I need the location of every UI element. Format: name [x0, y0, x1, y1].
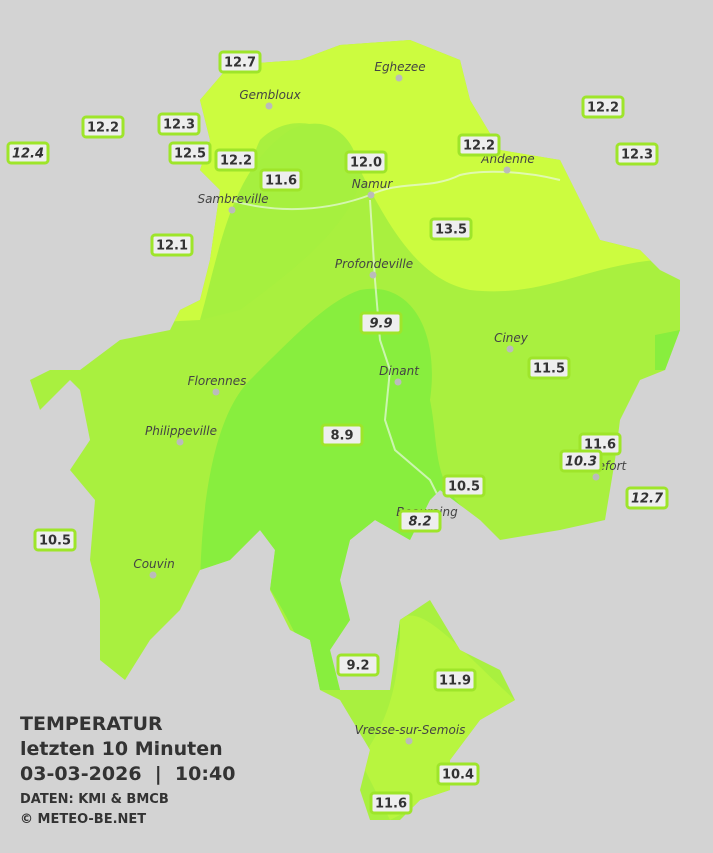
legend-copyright: © METEO-BE.NET	[20, 812, 146, 827]
city-dot	[265, 102, 273, 110]
station-value: 12.5	[174, 147, 206, 162]
station-value: 12.2	[587, 101, 619, 116]
station-value: 12.1	[156, 239, 188, 254]
station-box	[344, 150, 388, 174]
city-dot	[149, 571, 157, 579]
city-dot	[405, 737, 413, 745]
station-box	[214, 148, 258, 172]
station-box	[81, 115, 125, 139]
city-dot	[506, 345, 514, 353]
station-value: 9.2	[346, 659, 369, 674]
station-value: 12.2	[220, 154, 252, 169]
station-box	[457, 133, 501, 157]
legend-source: DATEN: KMI & BMCB	[20, 792, 169, 807]
station-box	[259, 168, 303, 192]
station-value: 12.2	[463, 139, 495, 154]
station-box	[336, 653, 380, 677]
station-value: 10.5	[39, 534, 71, 549]
city-dot	[503, 166, 511, 174]
city-label: Dinant	[379, 364, 420, 378]
station-value: 11.9	[439, 674, 471, 689]
station-value: 12.4	[12, 147, 44, 162]
city-label: Couvin	[133, 557, 174, 571]
station-value: 10.3	[565, 455, 597, 470]
station-value: 12.3	[163, 118, 195, 133]
city-label: Gembloux	[239, 88, 301, 102]
city-dot	[394, 378, 402, 386]
station-box	[442, 474, 486, 498]
city-dot	[212, 388, 220, 396]
city-label: Eghezee	[374, 60, 425, 74]
station-box	[429, 217, 473, 241]
city-dot	[592, 473, 600, 481]
station-box	[33, 528, 77, 552]
city-dot	[395, 74, 403, 82]
city-label: Profondeville	[335, 257, 413, 271]
station-value: 13.5	[435, 223, 467, 238]
station-box	[559, 449, 603, 473]
station-value: 11.6	[584, 438, 616, 453]
station-value: 12.0	[350, 156, 382, 171]
station-value: 10.5	[448, 480, 480, 495]
station-value: 11.6	[375, 797, 407, 812]
station-box	[436, 762, 480, 786]
legend-title: TEMPERATUR	[20, 713, 163, 735]
station-value: 11.5	[533, 362, 565, 377]
city-label: Sambreville	[197, 192, 268, 206]
station-box	[581, 95, 625, 119]
station-box	[369, 791, 413, 815]
station-value: 8.2	[408, 515, 431, 530]
station-value: 11.6	[265, 174, 297, 189]
station-box	[527, 356, 571, 380]
legend-subtitle: letzten 10 Minuten	[20, 738, 223, 760]
city-dot	[176, 438, 184, 446]
station-box	[359, 311, 403, 335]
city-label: Ciney	[494, 331, 529, 345]
station-box	[625, 486, 669, 510]
station-box	[168, 141, 212, 165]
station-value: 12.7	[631, 492, 664, 507]
city-dot	[228, 206, 236, 214]
station-value: 8.9	[330, 429, 353, 444]
city-label: Namur	[352, 177, 394, 191]
station-value: 10.4	[442, 768, 474, 783]
station-box	[320, 423, 364, 447]
legend-datetime: 03-03-2026 | 10:40	[20, 763, 235, 785]
station-value: 9.9	[369, 317, 392, 332]
city-dot	[367, 191, 375, 199]
station-value: 12.3	[621, 148, 653, 163]
city-label: Florennes	[188, 374, 247, 388]
station-box	[157, 112, 201, 136]
station-box	[433, 668, 477, 692]
station-box	[398, 509, 442, 533]
station-box	[6, 141, 50, 165]
city-label: Philippeville	[145, 424, 217, 438]
station-value: 12.2	[87, 121, 119, 136]
city-label: Vresse-sur-Semois	[355, 723, 466, 737]
city-dot	[369, 271, 377, 279]
station-box	[615, 142, 659, 166]
station-value: 12.7	[224, 56, 256, 71]
station-box	[218, 50, 262, 74]
station-values: 12.7 12.2 12.3 12.4 12.5 12.2 11.6 12.0 12.2 12.2…	[6, 50, 669, 815]
station-box	[150, 233, 194, 257]
